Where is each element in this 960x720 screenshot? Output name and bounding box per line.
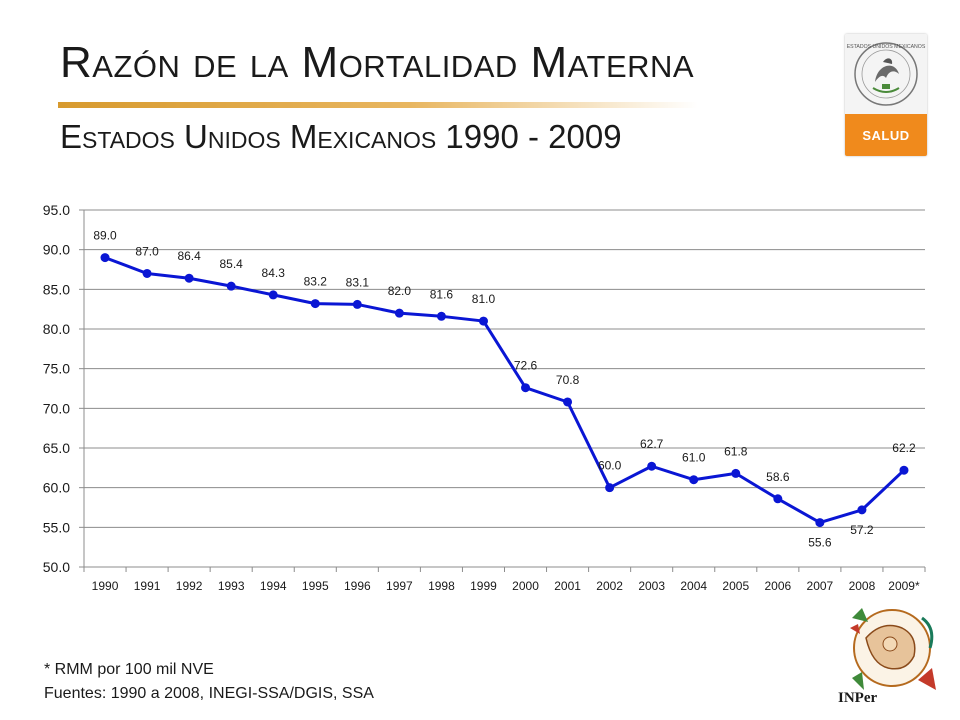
- x-tick-label: 2001: [554, 579, 581, 593]
- y-tick-label: 95.0: [43, 202, 70, 218]
- data-point-1993: [226, 281, 236, 291]
- data-point-2004: [689, 475, 699, 485]
- inper-label: INPer: [838, 690, 878, 706]
- x-axis-tick-labels: 1990 1991 1992 1993 1994 1995 1996 1997 1998 1999…: [92, 579, 920, 593]
- x-tick-label: 1998: [428, 579, 455, 593]
- data-point-1999: [478, 316, 488, 326]
- mexican-seal-icon: ESTADOS UNIDOS MEXICANOS: [847, 42, 926, 106]
- salud-logo: ESTADOS UNIDOS MEXICANOS SALUD: [845, 34, 927, 156]
- x-tick-label: 1992: [176, 579, 203, 593]
- x-tick-label: 2004: [680, 579, 707, 593]
- x-tick-label: 1990: [92, 579, 119, 593]
- data-point-2009*: [899, 465, 909, 475]
- salud-label: SALUD: [862, 127, 910, 143]
- axes: [79, 209, 926, 572]
- y-tick-label: 60.0: [43, 480, 70, 496]
- x-tick-label: 1996: [344, 579, 371, 593]
- data-point-1998: [436, 311, 446, 321]
- data-point-1996: [352, 299, 362, 309]
- data-point-2005: [731, 468, 741, 478]
- data-label-2003: 62.7: [640, 437, 664, 451]
- data-label-2008: 57.2: [850, 523, 874, 537]
- data-point-2001: [563, 397, 573, 407]
- title-underline: [58, 102, 698, 108]
- data-point-1990: [100, 253, 110, 263]
- y-tick-label: 80.0: [43, 321, 70, 337]
- page-title: Razón de la Mortalidad Materna: [60, 38, 695, 87]
- data-point-1992: [184, 273, 194, 283]
- data-point-2008: [857, 505, 867, 515]
- y-tick-label: 50.0: [43, 559, 70, 575]
- x-tick-label: 2002: [596, 579, 623, 593]
- y-axis-tick-labels: 50.0 55.0 60.0 65.0 70.0 75.0 80.0 85.0 90.0 95.0: [43, 202, 70, 575]
- x-tick-label: 1995: [302, 579, 329, 593]
- data-point-2003: [647, 461, 657, 471]
- data-label-2004: 61.0: [682, 451, 706, 465]
- data-points: [100, 253, 909, 528]
- salud-band: SALUD: [845, 114, 927, 156]
- inper-emblem-icon: [850, 608, 936, 690]
- series-line: [104, 256, 906, 525]
- data-label-1995: 83.2: [304, 275, 328, 289]
- y-tick-label: 90.0: [43, 242, 70, 258]
- data-point-1995: [310, 299, 320, 309]
- data-label-1998: 81.6: [430, 287, 454, 301]
- data-label-2001: 70.8: [556, 373, 580, 387]
- data-label-2006: 58.6: [766, 470, 790, 484]
- data-label-1990: 89.0: [93, 229, 117, 243]
- data-label-1991: 87.0: [135, 244, 159, 258]
- x-tick-label: 1997: [386, 579, 413, 593]
- y-tick-label: 55.0: [43, 519, 70, 535]
- data-label-2000: 72.6: [514, 359, 538, 373]
- chart-notes: * RMM por 100 mil NVE Fuentes: 1990 a 20…: [44, 658, 374, 706]
- x-tick-label: 2008: [849, 579, 876, 593]
- seal-area: ESTADOS UNIDOS MEXICANOS: [845, 34, 927, 114]
- data-label-2005: 61.8: [724, 444, 748, 458]
- x-tick-label: 2009*: [888, 579, 920, 593]
- data-point-2000: [521, 383, 531, 393]
- data-label-2007: 55.6: [808, 536, 832, 550]
- data-label-1997: 82.0: [388, 284, 412, 298]
- x-tick-label: 1991: [134, 579, 161, 593]
- x-tick-label: 2005: [722, 579, 749, 593]
- x-tick-label: 2006: [764, 579, 791, 593]
- data-point-2007: [815, 518, 825, 528]
- data-label-1993: 85.4: [219, 257, 243, 271]
- x-tick-label: 2003: [638, 579, 665, 593]
- data-point-1997: [394, 308, 404, 318]
- x-tick-label: 1993: [218, 579, 245, 593]
- y-tick-label: 70.0: [43, 400, 70, 416]
- data-label-1992: 86.4: [177, 249, 201, 263]
- data-labels: 89.0 87.0 86.4 85.4 84.3 83.2 83.1 82.0 81.6 81.0…: [93, 229, 916, 550]
- y-tick-label: 75.0: [43, 361, 70, 377]
- footnote: * RMM por 100 mil NVE: [44, 661, 214, 678]
- data-point-2006: [773, 494, 783, 504]
- y-tick-label: 85.0: [43, 281, 70, 297]
- data-point-2002: [605, 483, 615, 493]
- data-label-1994: 84.3: [262, 266, 286, 280]
- source-note: Fuentes: 1990 a 2008, INEGI-SSA/DGIS, SS…: [44, 685, 374, 702]
- data-point-1994: [268, 290, 278, 300]
- mortality-line-chart: 50.0 55.0 60.0 65.0 70.0 75.0 80.0 85.0 90.0 95.0…: [43, 202, 926, 593]
- x-tick-label: 1999: [470, 579, 497, 593]
- data-label-2002: 60.0: [598, 459, 622, 473]
- data-label-2009*: 62.2: [892, 441, 916, 455]
- x-tick-label: 2007: [807, 579, 834, 593]
- x-tick-label: 1994: [260, 579, 287, 593]
- seal-text: ESTADOS UNIDOS MEXICANOS: [847, 44, 926, 50]
- series-polyline: [104, 256, 906, 525]
- page-subtitle: Estados Unidos Mexicanos 1990 - 2009: [60, 118, 622, 155]
- data-point-1991: [142, 268, 152, 278]
- grid-lines: [84, 209, 925, 528]
- data-label-1996: 83.1: [346, 275, 370, 289]
- x-tick-label: 2000: [512, 579, 539, 593]
- data-label-1999: 81.0: [472, 292, 496, 306]
- y-tick-label: 65.0: [43, 440, 70, 456]
